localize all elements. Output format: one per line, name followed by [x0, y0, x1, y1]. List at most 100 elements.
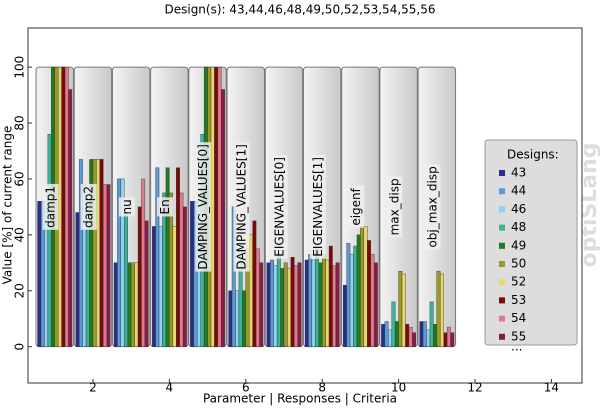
bar [221, 89, 225, 347]
group-label-bg [386, 176, 403, 238]
bar [328, 245, 333, 347]
bar [349, 254, 354, 347]
bar [252, 220, 257, 347]
bar [419, 321, 424, 347]
legend-label: 55 [511, 329, 526, 343]
legend-swatch [499, 261, 505, 267]
bar [141, 178, 146, 347]
bar [408, 326, 413, 347]
x-tick-label: 14 [544, 381, 559, 395]
group-label: nu [120, 199, 134, 214]
x-axis-label: Parameter | Responses | Criteria [203, 392, 397, 406]
watermark: optiSLang [577, 142, 600, 267]
bar [429, 301, 434, 347]
bar [370, 254, 375, 347]
bar [266, 262, 271, 347]
bar [443, 332, 448, 347]
bar [64, 66, 69, 347]
bar [144, 220, 149, 347]
y-axis-label: Value [%] of current range [1, 126, 15, 285]
bar [182, 206, 187, 347]
bar [249, 234, 253, 347]
bar [242, 290, 246, 347]
group-label: DAMPING_VALUES[1] [234, 144, 248, 269]
group-label-bg [271, 155, 288, 259]
legend-box [484, 139, 578, 346]
bar [103, 184, 107, 347]
bar [391, 301, 396, 347]
legend-swatch [499, 206, 505, 213]
chart-title: Design(s): 43,44,46,48,49,50,52,53,54,55… [164, 3, 435, 17]
bar [433, 324, 438, 347]
x-tick-label: 8 [318, 381, 326, 395]
group-label: obj_max_disp [425, 166, 439, 247]
legend-title: Designs: [507, 148, 559, 162]
bar [304, 259, 309, 347]
group-label: eigenf [349, 187, 363, 225]
legend-swatch [499, 315, 505, 322]
legend-swatch [499, 170, 505, 176]
bar [127, 262, 132, 347]
bar [384, 321, 389, 347]
bar [61, 66, 66, 347]
bar [228, 290, 233, 347]
group-label: DAMPING_VALUES[0] [196, 144, 210, 269]
bar [321, 254, 326, 347]
legend-swatch [499, 188, 505, 195]
x-tick-label: 10 [391, 381, 406, 395]
bar [446, 326, 451, 347]
bar [99, 159, 104, 347]
group-label: damp2 [82, 186, 96, 228]
legend-label: 43 [511, 166, 526, 180]
bar [217, 66, 222, 347]
legend-label: 53 [511, 293, 526, 307]
bar [68, 89, 73, 347]
y-tick-label: 20 [13, 283, 27, 298]
bar [210, 66, 215, 347]
y-tick-label: 40 [13, 227, 27, 242]
bar [255, 248, 260, 347]
bar [308, 254, 313, 347]
bar [276, 254, 281, 347]
bar [346, 243, 351, 347]
group-label-bg [233, 142, 250, 272]
group-label-bg [118, 197, 135, 217]
bar [315, 248, 319, 347]
bar [179, 192, 184, 347]
y-tick-label: 100 [13, 56, 27, 79]
bar [47, 134, 52, 347]
bar [75, 212, 80, 347]
bar [57, 66, 62, 347]
bar [426, 329, 431, 347]
group-label: EIGENVALUES[0] [273, 157, 287, 257]
bar [412, 332, 417, 347]
group-label: En [158, 199, 172, 214]
bar [283, 262, 288, 347]
bar [360, 226, 365, 347]
bar [311, 259, 316, 347]
bar [214, 66, 219, 347]
bar [235, 290, 240, 347]
bar [373, 262, 378, 347]
group-label-bg [42, 183, 59, 230]
group-label-bg [80, 183, 97, 230]
y-tick-label: 80 [13, 115, 27, 130]
bar [190, 201, 195, 347]
bar [335, 262, 340, 347]
group-label: damp1 [43, 186, 57, 228]
bar [172, 226, 177, 347]
bar [158, 226, 163, 347]
legend-swatch [499, 279, 505, 286]
legend-label: 52 [511, 275, 526, 289]
bar [297, 262, 302, 347]
bar [124, 212, 128, 347]
bar [130, 262, 135, 347]
bar [343, 284, 347, 347]
x-tick-label: 6 [242, 381, 250, 395]
legend-swatch [499, 333, 505, 340]
bar [388, 329, 392, 347]
legend-label: 46 [511, 202, 526, 216]
y-tick-label: 60 [13, 171, 27, 186]
bar [440, 273, 444, 347]
